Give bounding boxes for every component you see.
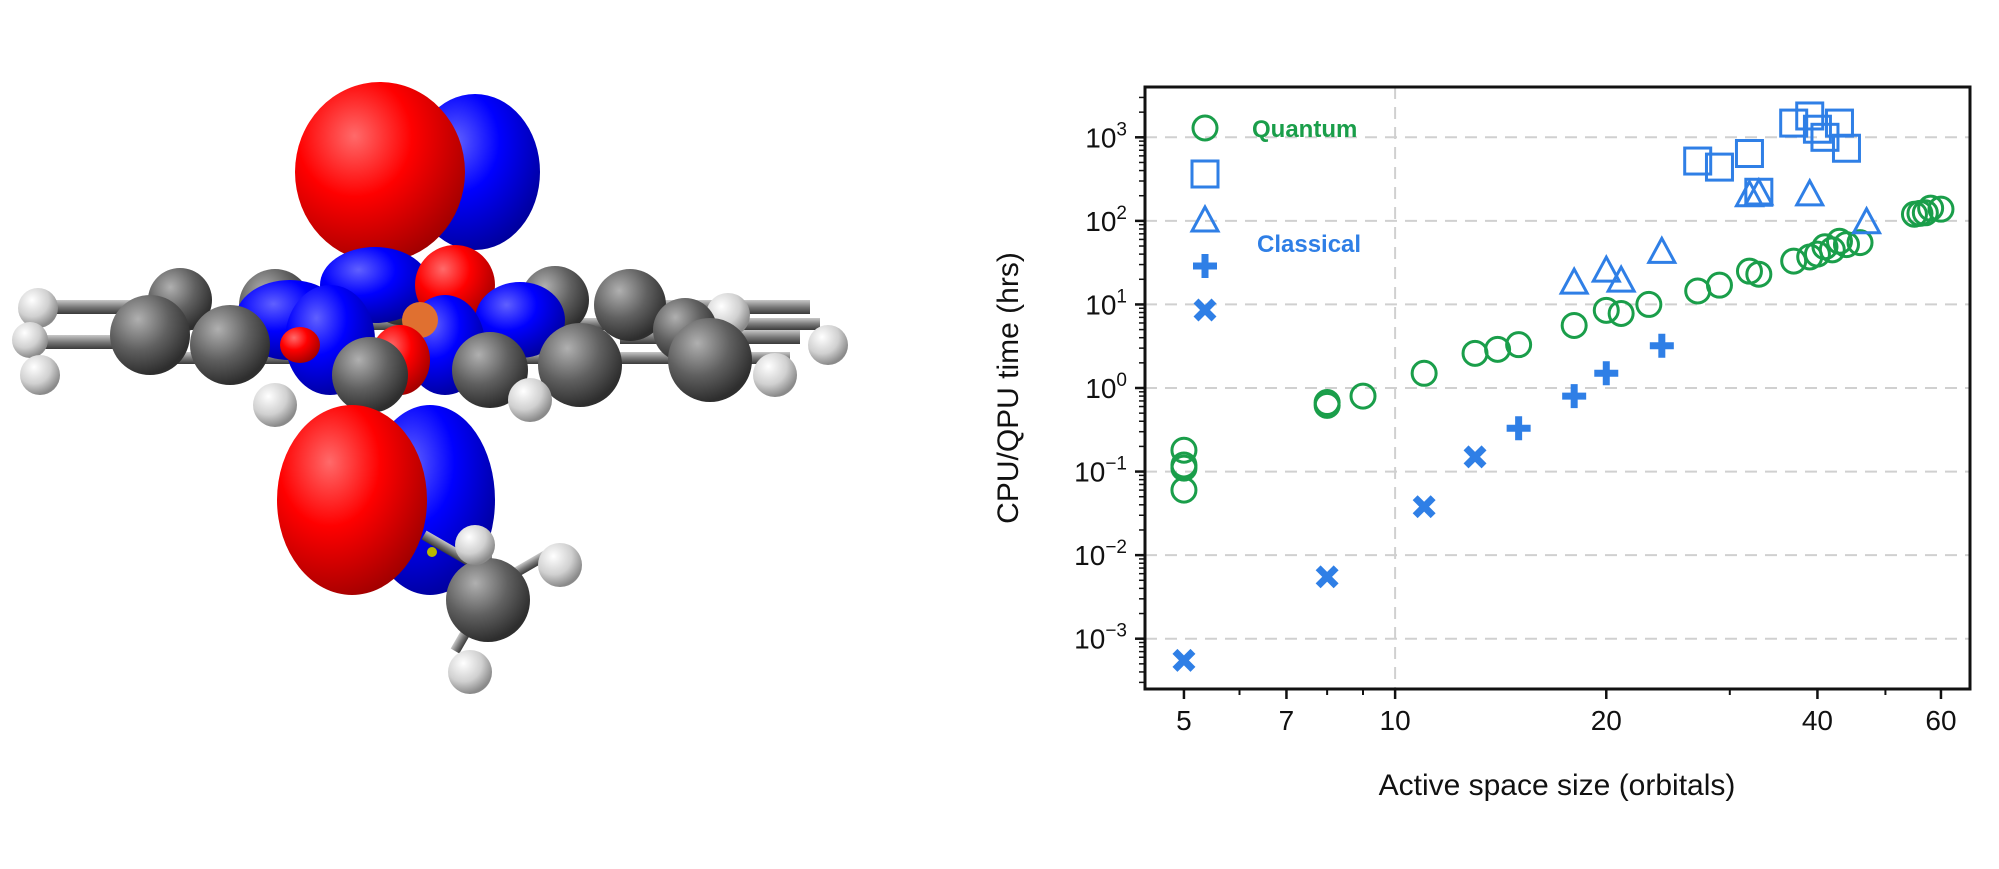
data-point-square [1831,133,1861,163]
data-point-square [1734,139,1764,169]
data-point-circle [1170,454,1198,482]
data-point-circle [1911,199,1939,227]
legend-marker-x [1193,298,1217,322]
data-point-circle [1592,296,1620,324]
x-tick-labels: 5 7 10 20 40 60 [1176,705,1956,736]
y-tick-label: 102 [1085,203,1127,237]
y-tick-labels: 10−3 10−2 10−1 100 101 102 103 [1074,119,1127,654]
data-point-circle [1832,231,1860,259]
x-tick-label: 60 [1925,705,1956,736]
data-point-circle [1818,236,1846,264]
data-point-circle [1313,389,1341,417]
x-tick-label: 10 [1380,705,1411,736]
molecule-atoms-front [20,305,848,427]
y-tick-label: 101 [1085,286,1127,320]
y-tick-label: 10−1 [1074,454,1127,488]
data-point-square [1802,114,1832,144]
data-point-circle [1684,277,1712,305]
y-tick-label: 103 [1085,119,1127,153]
y-axis-label: CPU/QPU time (hrs) [992,252,1025,524]
data-point-circle [1927,195,1955,223]
data-point-triangle [1558,265,1590,295]
methyl-group [421,525,582,694]
data-point-square [1683,146,1713,176]
data-point-plus [1562,384,1587,409]
data-point-x [1412,495,1436,519]
y-tick-label: 10−2 [1074,537,1127,571]
legend-quantum-label: Quantum [1252,116,1357,143]
data-markers [1170,101,1955,672]
data-point-square [1779,108,1809,138]
chart-ticks [1135,96,1943,699]
data-point-triangle [1851,205,1883,235]
data-point-triangle [1605,263,1637,293]
data-point-circle [1560,311,1588,339]
data-point-circle [1505,331,1533,359]
data-point-x [1172,648,1196,672]
chart-grid [1145,87,1970,689]
data-point-square [1704,152,1734,182]
sulfur-bond-tip [427,547,437,557]
data-point-triangle [1590,254,1622,283]
data-point-plus [1649,333,1674,358]
data-point-x [1463,445,1487,469]
data-point-circle [1705,271,1733,299]
data-point-plus [1594,361,1619,386]
data-point-circle [1170,436,1198,464]
orbital-lower-lobes [277,405,495,595]
data-point-circle [1780,247,1808,275]
legend-marker-square [1190,159,1220,189]
legend-marker-plus [1193,254,1217,278]
data-point-plus [1506,416,1531,441]
data-point-circle [1607,299,1635,327]
data-point-circle [1917,194,1945,222]
data-point-circle [1170,476,1198,504]
data-point-triangle [1743,176,1775,206]
y-tick-label: 100 [1085,370,1127,404]
x-tick-label: 7 [1279,705,1295,736]
data-point-triangle [1646,235,1678,264]
data-point-circle [1745,260,1773,288]
molecule-render [12,82,848,694]
x-axis-label: Active space size (orbitals) [1379,769,1736,802]
legend: Quantum Classical [1189,114,1361,322]
chart: 5 7 10 20 40 60 10−3 10−2 10−1 100 101 102 103 Quan… [992,85,1972,802]
data-point-x [1315,565,1339,589]
data-point-circle [1484,335,1512,363]
legend-marker-circle [1191,114,1219,142]
legend-classical-label: Classical [1257,231,1361,258]
orbital-upper-lobes [295,82,540,262]
data-point-triangle [1794,177,1826,207]
x-tick-label: 20 [1591,705,1622,736]
x-tick-label: 5 [1176,705,1192,736]
data-point-circle [1461,339,1489,367]
data-point-circle [1803,240,1831,268]
legend-marker-triangle [1189,203,1221,233]
x-tick-label: 40 [1802,705,1833,736]
data-point-circle [1846,229,1874,257]
y-tick-label: 10−3 [1074,621,1127,655]
data-point-circle [1410,359,1438,387]
data-point-circle [1349,382,1377,410]
data-point-circle [1635,290,1663,318]
data-point-triangle [1733,178,1765,208]
